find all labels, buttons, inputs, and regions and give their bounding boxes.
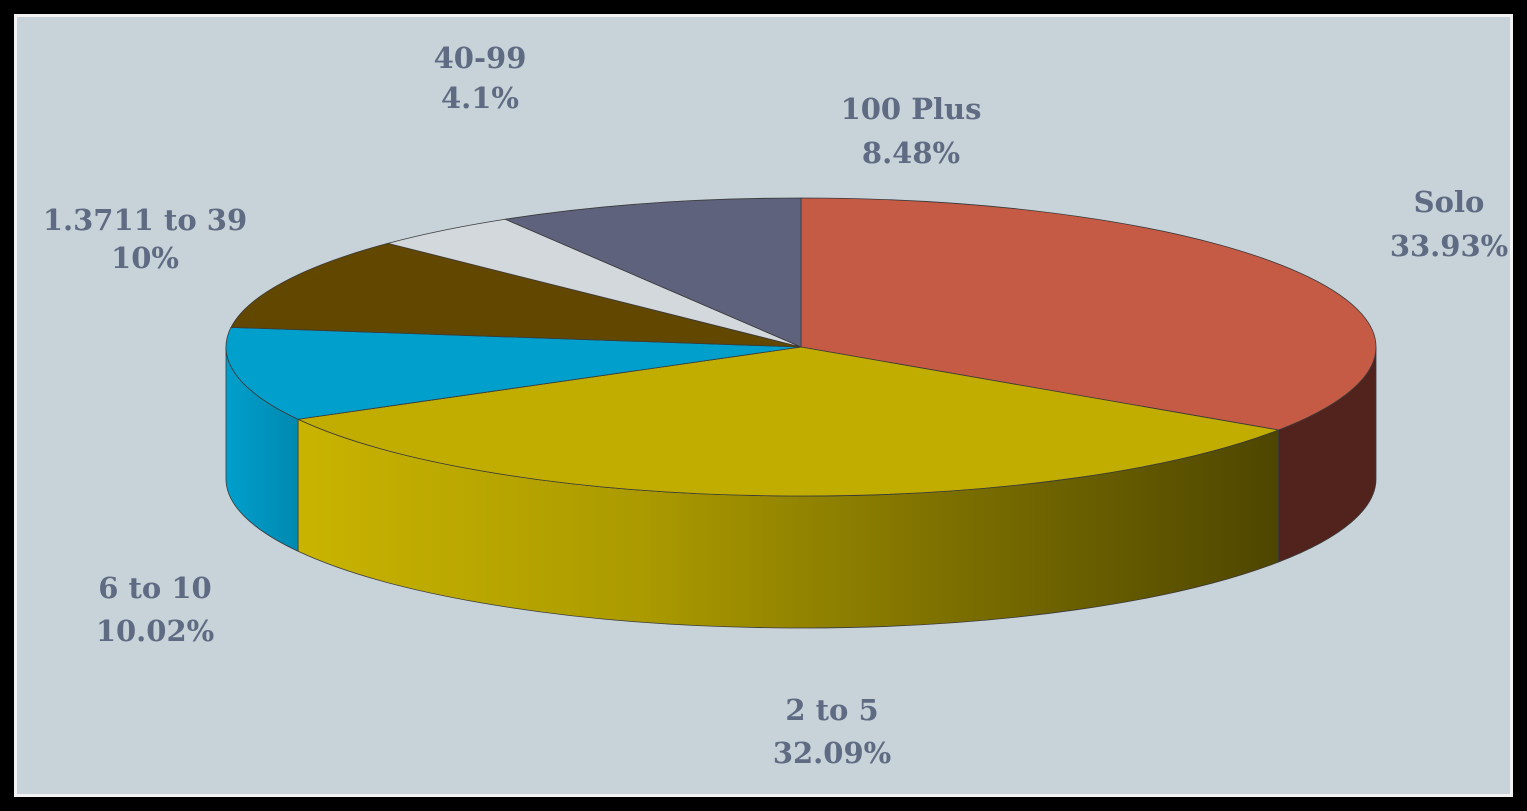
pie-slice-3 <box>230 242 802 348</box>
label-6to10-value: 10.02% <box>96 614 214 648</box>
pie-labels: Solo 33.93% 2 to 5 32.09% 6 to 10 10.02%… <box>43 41 1508 770</box>
label-11to39-name: 1.3711 to 39 <box>43 203 247 237</box>
pie-slice-0 <box>800 197 1377 431</box>
pie-slice-5 <box>503 197 802 348</box>
label-6to10-name: 6 to 10 <box>98 571 211 605</box>
label-40to99-name: 40-99 <box>434 41 527 75</box>
label-2to5-value: 32.09% <box>773 736 891 770</box>
label-solo-value: 33.93% <box>1390 229 1508 263</box>
label-2to5-name: 2 to 5 <box>785 693 878 727</box>
label-solo-name: Solo <box>1414 185 1485 219</box>
pie-tops <box>225 197 1377 497</box>
pie-slice-2 <box>225 326 802 420</box>
label-40to99-value: 4.1% <box>441 81 519 115</box>
label-100plus-name: 100 Plus <box>841 92 982 126</box>
label-100plus-value: 8.48% <box>862 136 960 170</box>
pie-sides <box>225 346 1377 629</box>
label-11to39-value: 10% <box>111 241 179 275</box>
